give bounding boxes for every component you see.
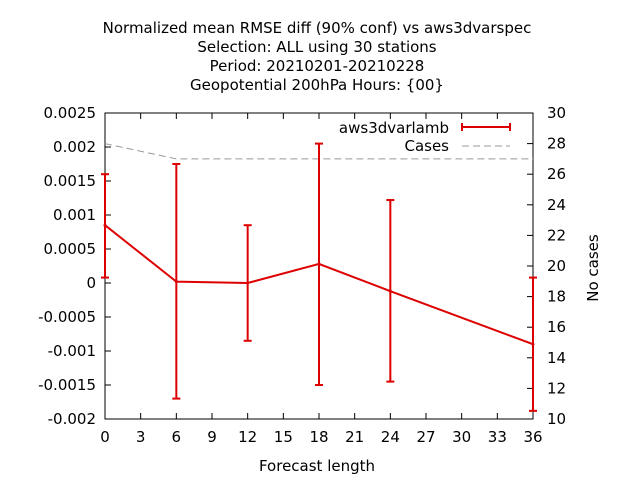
y2-tick-label: 26: [547, 165, 566, 183]
legend-label-aws3dvarlamb: aws3dvarlamb: [339, 119, 449, 137]
y2-tick-label: 22: [547, 226, 566, 244]
cases-series: [104, 143, 533, 160]
y2-axis-label: No cases: [584, 234, 602, 302]
y-tick-label: 0.0005: [44, 240, 97, 258]
x-tick-label: 27: [416, 428, 435, 446]
y-tick-label: -0.001: [48, 342, 96, 360]
y2-tick-label: 28: [547, 135, 566, 153]
x-tick-label: 36: [523, 428, 542, 446]
y-tick-label: 0: [86, 274, 96, 292]
y-tick-label: -0.002: [48, 410, 96, 428]
axes: 0 3 6 9 12 15 18 21 24 27 30 33 36-0.002-0.0015-0.00…: [38, 104, 566, 446]
x-tick-label: 0: [100, 428, 110, 446]
x-axis-label: Forecast length: [259, 457, 375, 475]
title-line-2: Selection: ALL using 30 stations: [197, 38, 436, 56]
y2-tick-label: 14: [547, 349, 566, 367]
x-tick-label: 21: [345, 428, 364, 446]
x-tick-label: 30: [452, 428, 471, 446]
y2-tick-label: 10: [547, 410, 566, 428]
x-tick-label: 12: [238, 428, 257, 446]
chart-title: Normalized mean RMSE diff (90% conf) vs …: [103, 19, 532, 94]
aws3dvarlamb-line: [104, 224, 534, 346]
main-series: [101, 142, 537, 412]
x-tick-label: 24: [381, 428, 400, 446]
x-tick-label: 15: [274, 428, 293, 446]
x-tick-label: 33: [488, 428, 507, 446]
y2-tick-label: 20: [547, 257, 566, 275]
y2-tick-label: 18: [547, 288, 566, 306]
data-point: [174, 280, 178, 284]
data-point: [388, 289, 392, 293]
y-tick-label: 0.001: [53, 206, 96, 224]
data-point: [317, 262, 321, 266]
y-tick-label: -0.0015: [38, 376, 96, 394]
y2-tick-label: 24: [547, 196, 566, 214]
title-line-3: Period: 20210201-20210228: [210, 57, 425, 75]
y-tick-label: 0.002: [53, 138, 96, 156]
y2-tick-label: 16: [547, 318, 566, 336]
data-point: [103, 223, 107, 227]
y-tick-label: 0.0015: [44, 172, 97, 190]
data-point: [246, 281, 250, 285]
x-tick-label: 3: [136, 428, 146, 446]
legend-label-cases: Cases: [404, 137, 449, 155]
x-tick-label: 6: [172, 428, 182, 446]
title-line-1: Normalized mean RMSE diff (90% conf) vs …: [103, 19, 532, 37]
x-tick-label: 9: [207, 428, 217, 446]
y2-tick-label: 30: [547, 104, 566, 122]
y-tick-label: 0.0025: [44, 104, 97, 122]
y-tick-label: -0.0005: [38, 308, 96, 326]
title-line-4: Geopotential 200hPa Hours: {00}: [190, 76, 444, 94]
data-point: [531, 342, 535, 346]
x-tick-label: 18: [309, 428, 328, 446]
cases-line: [104, 143, 533, 160]
y2-tick-label: 12: [547, 379, 566, 397]
